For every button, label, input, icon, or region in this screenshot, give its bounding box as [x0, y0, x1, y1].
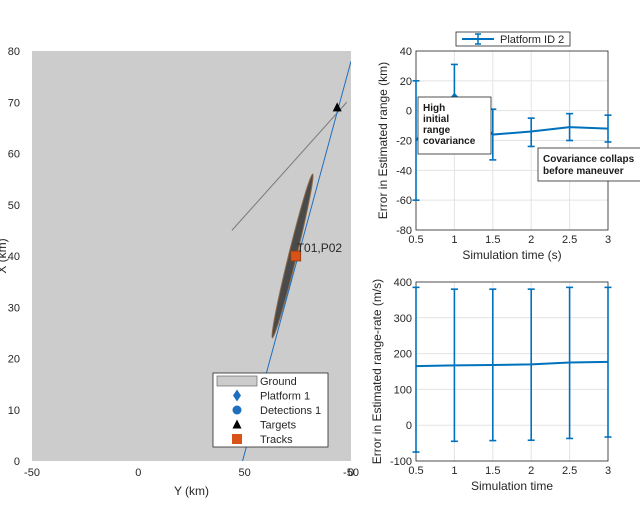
legend-target-marker — [232, 419, 242, 429]
legend-entry-label: Ground — [260, 376, 297, 388]
x-tick-label: 2.5 — [562, 465, 577, 477]
x-tick-label: 3 — [605, 465, 611, 477]
y-tick-label: 10 — [8, 405, 20, 417]
x-tick-label: 50 — [239, 467, 251, 479]
y-tick-label: -20 — [396, 136, 412, 148]
y-tick-label: 60 — [8, 149, 20, 161]
legend-entry-label: Tracks — [260, 434, 293, 446]
annotation-box-covariance — [417, 96, 492, 155]
series-layer — [412, 286, 612, 453]
legend-ground-swatch — [216, 375, 258, 387]
x-tick-label: 0.5 — [408, 234, 423, 246]
x-tick-label: 3 — [605, 234, 611, 246]
x-tick-label: 2 — [528, 465, 534, 477]
annotation-text: Covariance collaps — [543, 154, 635, 165]
x-tick-label: 1 — [451, 465, 457, 477]
x-tick-label: 1.5 — [485, 465, 500, 477]
x-tick-label: 1.5 — [485, 234, 500, 246]
x-tick-label: 2 — [528, 234, 534, 246]
y-tick-label: -60 — [396, 195, 412, 207]
y-tick-label: 40 — [8, 251, 20, 263]
x-axis-label: Simulation time — [471, 479, 553, 493]
x-tick-label: 0 — [135, 467, 141, 479]
y-tick-label: 200 — [394, 349, 412, 361]
annotation-text: initial — [423, 114, 449, 125]
legend-entry-label: Detections 1 — [260, 405, 321, 417]
y-tick-label: 40 — [400, 46, 412, 58]
legend-track-marker — [232, 434, 242, 444]
y-tick-label: 20 — [400, 76, 412, 88]
legend-label: Platform ID 2 — [500, 34, 564, 46]
y-tick-label: -100 — [390, 456, 412, 468]
y-tick-label: 80 — [8, 46, 20, 58]
legend-box — [455, 31, 571, 47]
x-axis-label: Simulation time (s) — [462, 248, 561, 262]
y-tick-label: -40 — [396, 165, 412, 177]
x-tick-label: 1 — [451, 234, 457, 246]
annotation-text: range — [423, 125, 451, 136]
y-tick-label: -80 — [396, 225, 412, 237]
x-tick-label: 2.5 — [562, 234, 577, 246]
y-tick-label: 100 — [394, 384, 412, 396]
y-axis-label: Error in Estimated range-rate (m/s) — [370, 279, 384, 464]
y-tick-label: 300 — [394, 313, 412, 325]
legend-detection-marker — [232, 405, 242, 415]
series-line — [415, 360, 609, 368]
x-tick-label: -50 — [343, 467, 359, 479]
y-axis-label: X (km) — [0, 238, 9, 273]
range-rate-error-plot: 0.5 1 1.5 2 2.5 3 -100 0 100 200 300 400 Simulation … — [370, 277, 612, 493]
y-tick-label: 0 — [406, 106, 412, 118]
y-tick-label: 0 — [406, 420, 412, 432]
y-tick-label: 70 — [8, 97, 20, 109]
y-axis-label: Error in Estimated range (km) — [376, 62, 390, 219]
x-tick-label: 0.5 — [408, 465, 423, 477]
annotation-text: covariance — [423, 136, 476, 147]
axes-background — [416, 282, 608, 461]
x-tick-label: -50 — [24, 467, 40, 479]
track-marker — [290, 250, 302, 262]
annotation-text: before maneuver — [543, 166, 624, 177]
target-marker — [332, 102, 342, 112]
legend-entry-label: Targets — [260, 420, 297, 432]
track-label: T01,P02 — [297, 241, 343, 255]
platform-trajectory — [231, 101, 348, 231]
y-tick-label: 0 — [14, 456, 20, 468]
x-axis-label: Y (km) — [174, 484, 209, 498]
y-tick-label: 400 — [394, 277, 412, 289]
range-error-plot: 0.5 1 1.5 2 2.5 3 -80 -60 -40 -20 0 20 40 Simulation … — [376, 31, 640, 262]
legend-platform-marker — [233, 389, 241, 402]
legend-entry-label: Platform 1 — [260, 391, 310, 403]
annotation-box-collapse — [537, 147, 640, 182]
y-tick-label: 30 — [8, 302, 20, 314]
x-tick-label: 0 — [348, 467, 354, 479]
y-tick-label: 20 — [8, 354, 20, 366]
annotation-text: High — [423, 103, 445, 114]
y-tick-label: 50 — [8, 200, 20, 212]
